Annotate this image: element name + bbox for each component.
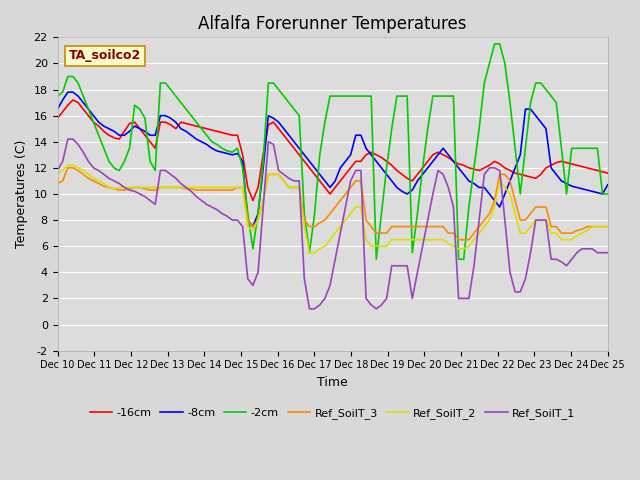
Ref_SoilT_1	[604, 250, 612, 255]
-2cm	[110, 165, 118, 171]
-2cm	[372, 256, 380, 262]
Ref_SoilT_3	[537, 204, 545, 210]
Ref_SoilT_3	[54, 180, 61, 186]
-8cm	[64, 89, 72, 95]
-8cm	[249, 224, 257, 229]
Ref_SoilT_3	[64, 165, 72, 171]
-2cm	[311, 211, 319, 216]
-16cm	[547, 162, 555, 168]
-8cm	[501, 191, 509, 197]
-16cm	[54, 115, 61, 121]
Ref_SoilT_1	[547, 256, 555, 262]
-8cm	[537, 120, 545, 125]
-16cm	[249, 198, 257, 204]
Ref_SoilT_1	[115, 180, 123, 186]
Ref_SoilT_3	[501, 171, 509, 177]
Text: TA_soilco2: TA_soilco2	[68, 49, 141, 62]
Line: -16cm: -16cm	[58, 100, 608, 201]
Title: Alfalfa Forerunner Temperatures: Alfalfa Forerunner Temperatures	[198, 15, 467, 33]
Ref_SoilT_1	[321, 296, 329, 301]
Ref_SoilT_3	[455, 237, 463, 242]
Ref_SoilT_1	[501, 217, 509, 223]
Ref_SoilT_2	[537, 217, 545, 223]
-2cm	[501, 60, 509, 66]
Legend: -16cm, -8cm, -2cm, Ref_SoilT_3, Ref_SoilT_2, Ref_SoilT_1: -16cm, -8cm, -2cm, Ref_SoilT_3, Ref_Soil…	[85, 403, 580, 423]
Ref_SoilT_2	[146, 185, 154, 191]
Ref_SoilT_1	[54, 168, 61, 173]
Ref_SoilT_2	[547, 230, 555, 236]
-16cm	[115, 136, 123, 142]
-2cm	[604, 191, 612, 197]
-8cm	[115, 132, 123, 138]
-8cm	[547, 165, 555, 171]
Ref_SoilT_2	[64, 162, 72, 168]
-2cm	[54, 93, 61, 99]
Ref_SoilT_2	[501, 185, 509, 191]
Line: Ref_SoilT_1: Ref_SoilT_1	[58, 139, 608, 309]
-2cm	[537, 80, 545, 86]
-8cm	[321, 178, 329, 184]
-2cm	[141, 115, 148, 121]
Ref_SoilT_3	[547, 224, 555, 229]
Ref_SoilT_2	[115, 185, 123, 191]
Y-axis label: Temperatures (C): Temperatures (C)	[15, 140, 28, 248]
Line: Ref_SoilT_3: Ref_SoilT_3	[58, 168, 608, 240]
Ref_SoilT_3	[604, 224, 612, 229]
Ref_SoilT_2	[604, 224, 612, 229]
-16cm	[501, 165, 509, 171]
Ref_SoilT_2	[306, 250, 314, 255]
Ref_SoilT_1	[64, 136, 72, 142]
Ref_SoilT_2	[321, 243, 329, 249]
-16cm	[321, 185, 329, 191]
-16cm	[69, 97, 77, 103]
-16cm	[604, 170, 612, 176]
Line: Ref_SoilT_2: Ref_SoilT_2	[58, 165, 608, 252]
-16cm	[146, 139, 154, 144]
Line: -2cm: -2cm	[58, 44, 608, 259]
X-axis label: Time: Time	[317, 376, 348, 389]
-16cm	[537, 171, 545, 177]
Ref_SoilT_1	[537, 217, 545, 223]
Ref_SoilT_3	[146, 187, 154, 193]
-2cm	[491, 41, 499, 47]
Ref_SoilT_1	[146, 198, 154, 204]
Ref_SoilT_1	[306, 306, 314, 312]
-8cm	[54, 106, 61, 112]
Line: -8cm: -8cm	[58, 92, 608, 227]
-8cm	[146, 132, 154, 138]
-8cm	[604, 182, 612, 188]
-2cm	[547, 93, 555, 99]
Ref_SoilT_2	[54, 171, 61, 177]
Ref_SoilT_3	[115, 187, 123, 193]
Ref_SoilT_3	[316, 220, 324, 226]
